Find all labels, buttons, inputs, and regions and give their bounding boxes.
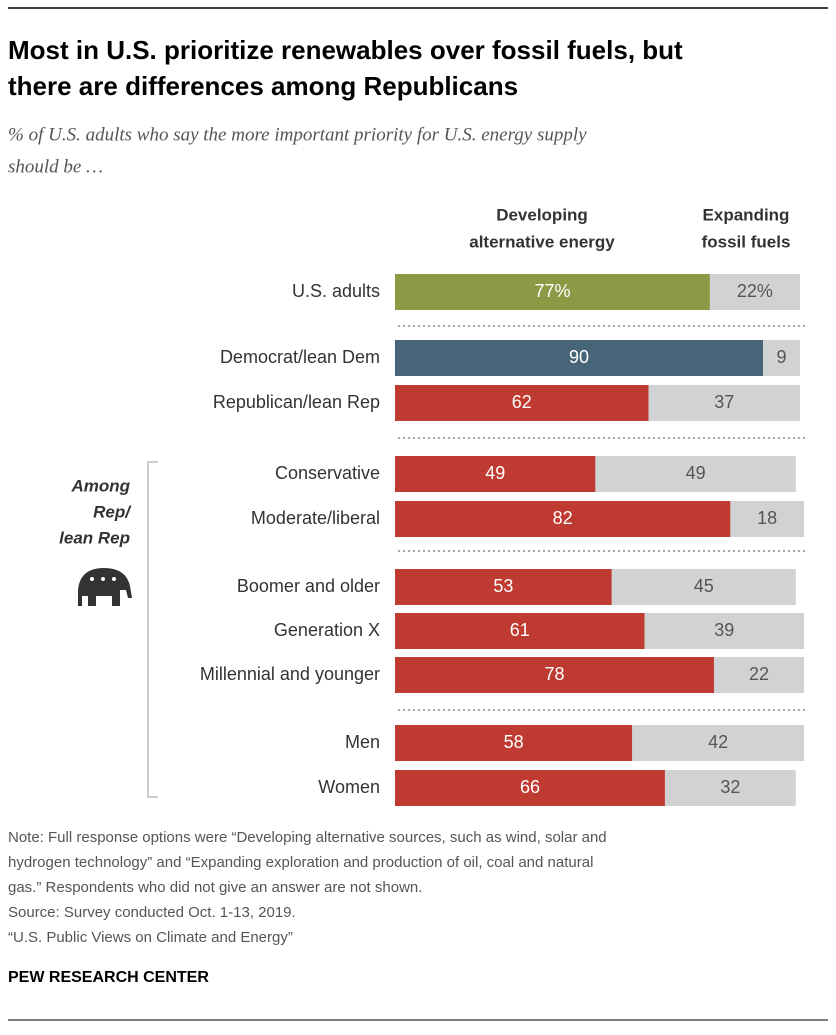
value-label: 90 — [569, 347, 589, 367]
group-label: Rep/ — [93, 502, 132, 521]
value-label: 61 — [510, 620, 530, 640]
note: gas.” Respondents who did not give an an… — [8, 879, 422, 896]
bar-segment — [395, 340, 764, 376]
value-label: 9 — [776, 347, 786, 367]
bar-segment — [664, 770, 796, 806]
brand: PEW RESEARCH CENTER — [8, 969, 209, 986]
legend-label: alternative energy — [469, 232, 615, 251]
bar-segment — [648, 385, 800, 421]
value-label: 49 — [686, 463, 706, 483]
bar-segment — [395, 385, 649, 421]
group-label: Among — [70, 476, 130, 495]
note: Note: Full response options were “Develo… — [8, 829, 607, 846]
legend-label: fossil fuels — [702, 232, 791, 251]
value-label: 58 — [504, 732, 524, 752]
bar-segment — [730, 501, 804, 537]
category-label: Conservative — [275, 463, 380, 483]
category-label: Men — [345, 732, 380, 752]
category-label: U.S. adults — [292, 281, 380, 301]
value-label: 39 — [714, 620, 734, 640]
category-label: Moderate/liberal — [251, 508, 380, 528]
elephant-icon — [78, 568, 132, 606]
value-label: 18 — [757, 508, 777, 528]
value-label: 78 — [544, 664, 564, 684]
bar-segment — [395, 657, 715, 693]
bar-segment — [611, 569, 796, 605]
note: hydrogen technology” and “Expanding expl… — [8, 854, 593, 871]
source: Source: Survey conducted Oct. 1-13, 2019… — [8, 904, 296, 921]
bar-segment — [395, 456, 596, 492]
bar-segment — [395, 569, 612, 605]
value-label: 62 — [512, 392, 532, 412]
value-label: 45 — [694, 576, 714, 596]
value-label: 49 — [485, 463, 505, 483]
bar-segment — [595, 456, 796, 492]
bar-segment — [632, 725, 804, 761]
legend-label: Expanding — [703, 205, 790, 224]
bar-segment — [395, 501, 731, 537]
bar-segment — [395, 274, 710, 310]
value-label: 53 — [493, 576, 513, 596]
value-label: 32 — [720, 777, 740, 797]
value-label: 37 — [714, 392, 734, 412]
value-label: 82 — [553, 508, 573, 528]
bar-segment — [644, 613, 804, 649]
value-label: 66 — [520, 777, 540, 797]
bar-segment — [763, 340, 800, 376]
subtitle: % of U.S. adults who say the more import… — [8, 124, 587, 145]
report-title: “U.S. Public Views on Climate and Energy… — [8, 929, 293, 946]
category-label: Boomer and older — [237, 576, 380, 596]
bar-segment — [714, 657, 804, 693]
value-label: 77% — [534, 281, 570, 301]
chart-title: Most in U.S. prioritize renewables over … — [8, 35, 683, 65]
category-label: Generation X — [274, 620, 380, 640]
bar-segment — [395, 613, 645, 649]
group-bracket — [147, 461, 158, 798]
value-label: 42 — [708, 732, 728, 752]
category-label: Democrat/lean Dem — [220, 347, 380, 367]
category-label: Republican/lean Rep — [213, 392, 380, 412]
bar-segment — [395, 725, 633, 761]
value-label: 22% — [737, 281, 773, 301]
group-label: lean Rep — [59, 528, 130, 547]
bar-segment — [395, 770, 665, 806]
category-label: Millennial and younger — [200, 664, 380, 684]
legend-label: Developing — [496, 205, 588, 224]
subtitle: should be … — [8, 156, 103, 177]
category-label: Women — [318, 777, 380, 797]
value-label: 22 — [749, 664, 769, 684]
chart-title: there are differences among Republicans — [8, 71, 518, 101]
bar-segment — [709, 274, 800, 310]
